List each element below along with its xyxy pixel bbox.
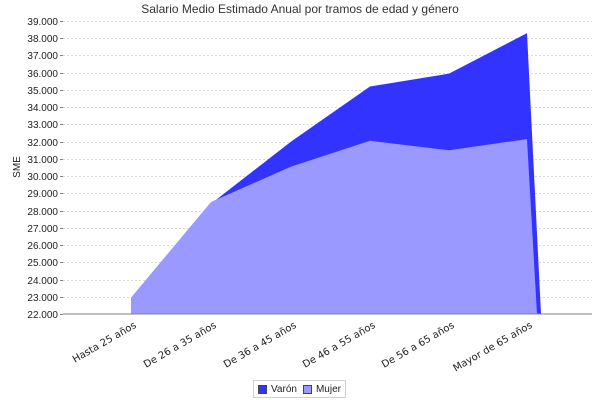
x-tick-label: Mayor de 65 años [452,320,535,374]
area-mujer [131,139,537,314]
y-tick-label: 26.000 [27,241,58,252]
y-tick-label: 33.000 [27,120,58,131]
y-tick-label: 32.000 [27,138,58,149]
legend-swatch-mujer [302,384,312,394]
y-tick-label: 22.000 [27,310,58,321]
legend: Varón Mujer [253,380,346,398]
y-tick-label: 30.000 [27,172,58,183]
y-tick-label: 28.000 [27,207,58,218]
x-tick-label: De 46 a 55 años [301,320,377,371]
y-tick-label: 23.000 [27,293,58,304]
chart-title: Salario Medio Estimado Anual por tramos … [141,2,459,16]
y-tick-label: 25.000 [27,258,58,269]
x-tick-label: De 56 a 65 años [380,320,456,371]
x-tick-label: De 26 a 35 años [142,320,218,371]
legend-item-mujer: Mujer [302,383,341,395]
y-tick-label: 39.000 [27,17,58,28]
x-axis: Hasta 25 años De 26 a 35 años De 36 a 45 a… [71,320,535,374]
data-areas [131,33,541,314]
y-tick-label: 31.000 [27,155,58,166]
y-tick-label: 38.000 [27,34,58,45]
y-tick-label: 24.000 [27,276,58,287]
y-tick-label: 27.000 [27,224,58,235]
x-tick-label: Hasta 25 años [71,320,139,365]
legend-swatch-varon [258,384,267,394]
legend-item-varon: Varón [258,384,297,395]
y-tick-label: 36.000 [27,69,58,80]
x-tick-label: De 36 a 45 años [222,320,298,371]
y-tick-label: 35.000 [27,86,58,97]
y-axis: 22.000 23.000 24.000 25.000 26.000 27.000 28.0… [27,17,63,321]
y-tick-label: 29.000 [27,189,58,200]
y-tick-label: 37.000 [27,51,58,62]
y-axis-title: SME [12,156,23,178]
legend-label-mujer: Mujer [315,383,341,395]
legend-label-varon: Varón [271,383,297,395]
y-tick-label: 34.000 [27,103,58,114]
